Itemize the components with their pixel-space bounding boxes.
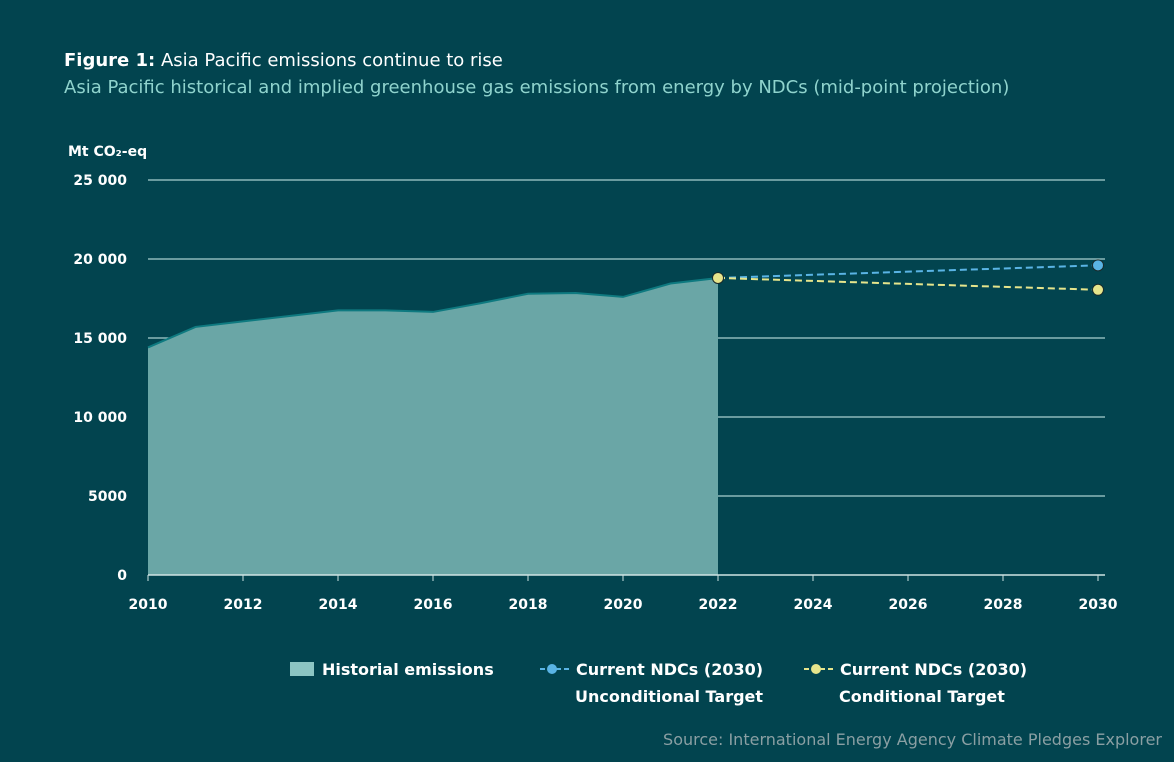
x-tick-label: 2012	[224, 597, 263, 613]
x-tick-label: 2028	[984, 597, 1023, 613]
x-tick-label: 2022	[699, 597, 738, 613]
y-tick-label: 15 000	[73, 331, 127, 347]
y-tick-label: 20 000	[73, 252, 127, 268]
legend-yellow-line-icon	[804, 664, 836, 674]
legend-label: Historial emissions	[322, 660, 494, 679]
historical-area	[148, 277, 718, 575]
y-tick-label: 25 000	[73, 173, 127, 189]
x-tick-label: 2010	[129, 597, 168, 613]
x-tick-label: 2026	[889, 597, 928, 613]
legend-label: Current NDCs (2030)	[840, 660, 1028, 679]
x-tick-label: 2020	[604, 597, 643, 613]
y-tick-label: 5000	[88, 489, 127, 505]
emissions-chart: 0 5000 10 000 15 000 20 000 25 000 2010 2012 201…	[73, 173, 1118, 613]
legend-conditional: Current NDCs (2030) Conditional Target	[804, 656, 1027, 710]
historical-line	[147, 276, 719, 349]
x-tick-label: 2018	[509, 597, 548, 613]
legend-label: Unconditional Target	[575, 687, 764, 706]
conditional-target-line	[717, 276, 1099, 291]
chart-title: Figure 1: Asia Pacific emissions continu…	[64, 50, 503, 71]
x-tick-label: 2014	[319, 597, 358, 613]
chart-subtitle: Asia Pacific historical and implied gree…	[64, 77, 1010, 98]
legend-blue-line-icon	[540, 664, 572, 674]
y-tick-label: 10 000	[73, 410, 127, 426]
legend-historical: Historial emissions	[290, 656, 494, 683]
source-note: Source: International Energy Agency Clim…	[663, 730, 1162, 749]
y-tick-label: 0	[117, 568, 127, 584]
legend-label: Conditional Target	[839, 687, 1005, 706]
x-tick-label: 2016	[414, 597, 453, 613]
y-axis-label: Mt CO₂-eq	[68, 144, 148, 160]
x-tick-label: 2024	[794, 597, 833, 613]
unconditional-target-line	[717, 264, 1099, 279]
unconditional-target-point	[1092, 259, 1104, 272]
x-tick-label: 2030	[1079, 597, 1118, 613]
legend-unconditional: Current NDCs (2030) Unconditional Target	[540, 656, 763, 710]
start-point-2022	[712, 271, 724, 284]
legend-label: Current NDCs (2030)	[576, 660, 764, 679]
conditional-target-point	[1092, 283, 1104, 296]
legend-area-swatch	[290, 662, 314, 676]
